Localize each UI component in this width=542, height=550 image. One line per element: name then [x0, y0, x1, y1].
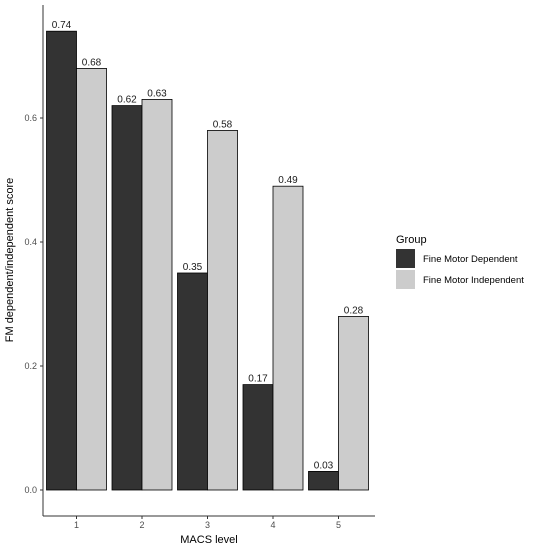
bar-dependent-macs-4 — [242, 384, 274, 491]
legend-title: Group — [396, 234, 427, 246]
x-tick-label: 5 — [336, 520, 341, 530]
y-ticks-layer: 0.0 0.2 0.4 0.6 — [24, 113, 43, 495]
data-label-dependent-macs-4: 0.17 — [248, 374, 268, 385]
data-labels-layer: 0.74 0.68 0.62 0.63 0.35 0.58 0.17 0.49 0.03 0.28 — [52, 20, 364, 471]
bar-independent-macs-1 — [76, 68, 107, 491]
x-axis-title: MACS level — [180, 534, 237, 546]
legend: Group Fine Motor Dependent Fine Motor Ind… — [396, 234, 524, 289]
y-tick-label: 0.2 — [24, 361, 37, 371]
y-tick-label: 0.4 — [24, 237, 37, 247]
data-label-independent-macs-2: 0.63 — [147, 88, 167, 99]
data-label-dependent-macs-3: 0.35 — [183, 262, 203, 273]
x-tick-label: 4 — [270, 520, 275, 530]
y-tick-label: 0.6 — [24, 113, 37, 123]
y-tick-label: 0.0 — [24, 485, 37, 495]
x-tick-label: 2 — [139, 520, 144, 530]
bar-independent-macs-4 — [272, 185, 304, 491]
legend-swatch-independent — [396, 270, 415, 289]
x-tick-label: 1 — [74, 520, 79, 530]
legend-swatch-dependent — [396, 249, 415, 268]
bar-independent-macs-3 — [207, 129, 238, 491]
data-label-dependent-macs-2: 0.62 — [117, 95, 137, 106]
legend-label-independent: Fine Motor Independent — [423, 275, 524, 286]
bar-independent-macs-2 — [141, 99, 173, 491]
data-label-independent-macs-5: 0.28 — [344, 305, 364, 316]
data-label-dependent-macs-5: 0.03 — [314, 460, 334, 471]
legend-label-dependent: Fine Motor Dependent — [423, 254, 518, 265]
bar-dependent-macs-1 — [46, 30, 77, 491]
bar-dependent-macs-5 — [308, 470, 339, 491]
bar-dependent-macs-3 — [177, 272, 208, 491]
data-label-independent-macs-1: 0.68 — [82, 57, 102, 68]
bar-independent-macs-5 — [338, 315, 369, 491]
x-tick-label: 3 — [205, 520, 210, 530]
data-label-dependent-macs-1: 0.74 — [52, 20, 72, 31]
x-ticks-layer: 1 2 3 4 5 — [74, 516, 341, 530]
data-label-independent-macs-4: 0.49 — [278, 175, 298, 186]
bar-dependent-macs-2 — [111, 105, 143, 491]
bars-layer — [46, 30, 369, 491]
y-axis-title: FM dependent/independent score — [4, 178, 16, 343]
data-label-independent-macs-3: 0.58 — [213, 119, 233, 130]
